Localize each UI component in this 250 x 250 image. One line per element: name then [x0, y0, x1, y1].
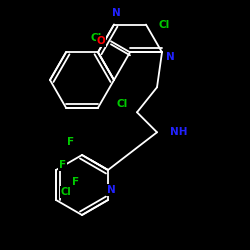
Text: N: N	[112, 8, 120, 18]
Text: Cl: Cl	[116, 99, 128, 109]
Text: Cl: Cl	[90, 33, 102, 43]
Text: F: F	[72, 177, 79, 187]
Text: NH: NH	[170, 127, 188, 137]
Text: Cl: Cl	[61, 187, 72, 197]
Text: N: N	[166, 52, 174, 62]
Text: Cl: Cl	[158, 20, 170, 30]
Text: O: O	[96, 36, 105, 46]
Text: F: F	[67, 137, 74, 147]
Text: N: N	[106, 185, 115, 195]
Text: F: F	[59, 160, 66, 170]
